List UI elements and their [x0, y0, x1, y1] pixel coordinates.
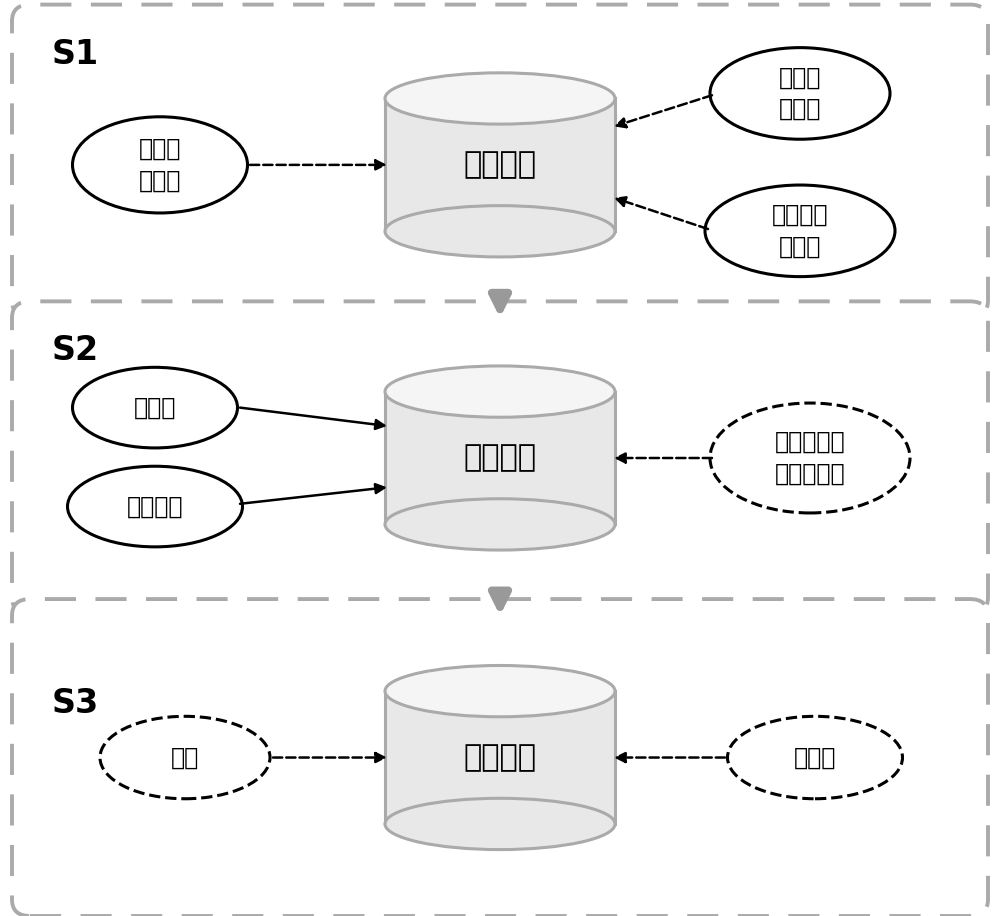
Ellipse shape [710, 403, 910, 513]
Ellipse shape [68, 466, 242, 547]
Text: S3: S3 [51, 687, 99, 720]
Bar [385, 392, 615, 524]
Ellipse shape [72, 117, 248, 213]
Text: 增黏剂: 增黏剂 [794, 746, 836, 769]
Ellipse shape [728, 716, 902, 799]
Ellipse shape [385, 73, 615, 125]
Text: 生物基
多元醇: 生物基 多元醇 [779, 66, 821, 121]
Ellipse shape [705, 185, 895, 277]
Text: 快干型内
乳化剂: 快干型内 乳化剂 [772, 203, 828, 258]
Ellipse shape [385, 498, 615, 550]
Ellipse shape [72, 367, 238, 448]
Ellipse shape [100, 716, 270, 799]
Bar [385, 691, 615, 824]
Text: 去离子水: 去离子水 [127, 495, 183, 518]
Text: S1: S1 [51, 38, 99, 71]
Ellipse shape [385, 665, 615, 716]
Text: 反应容器: 反应容器 [464, 443, 536, 473]
Text: 二元异
氰酸酯: 二元异 氰酸酯 [139, 137, 181, 192]
Ellipse shape [710, 48, 890, 139]
FancyBboxPatch shape [12, 599, 988, 916]
Ellipse shape [385, 205, 615, 257]
Bar [385, 99, 615, 232]
Text: 反应容器: 反应容器 [464, 150, 536, 180]
Text: 中和剂: 中和剂 [134, 396, 176, 420]
Text: 填料: 填料 [171, 746, 199, 769]
Text: S2: S2 [51, 334, 99, 367]
Ellipse shape [385, 366, 615, 418]
Text: 反应容器: 反应容器 [464, 743, 536, 772]
Text: 颜料、稳定
剂、增塑剂: 颜料、稳定 剂、增塑剂 [775, 431, 845, 485]
FancyBboxPatch shape [12, 301, 988, 614]
FancyBboxPatch shape [12, 5, 988, 317]
Ellipse shape [385, 799, 615, 850]
